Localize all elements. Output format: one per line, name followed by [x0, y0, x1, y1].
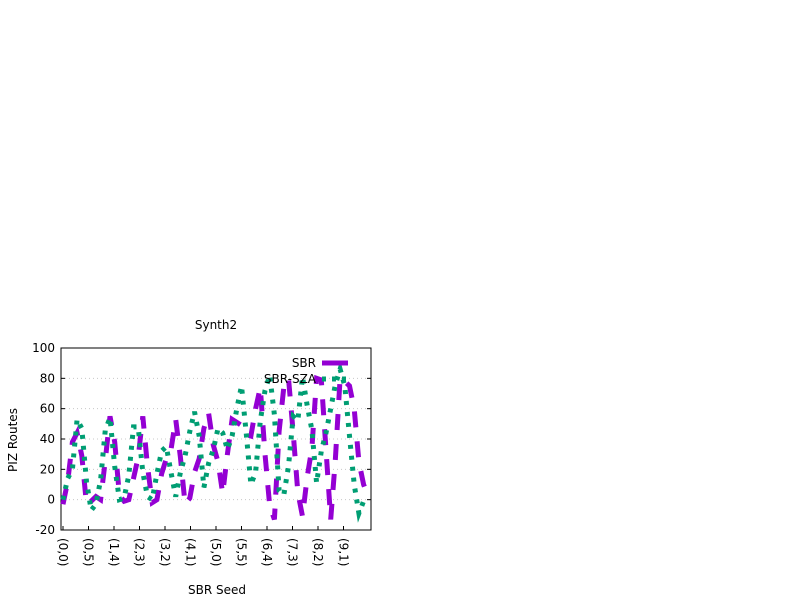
- x-tick-label: (2,3): [133, 538, 147, 566]
- x-tick-label: (3,2): [158, 538, 172, 566]
- y-axis-label: PIZ Routes: [6, 408, 20, 472]
- legend: SBR SBR-SZA: [264, 356, 348, 386]
- x-tick-label: (4,1): [184, 538, 198, 566]
- x-tick-label: (1,4): [107, 538, 121, 566]
- x-tick-label: (6,4): [260, 538, 274, 566]
- y-tick-label: 40: [40, 432, 55, 446]
- legend-label-sbr-sza: SBR-SZA: [264, 372, 317, 386]
- y-tick-label: 0: [47, 493, 55, 507]
- chart-title: Synth2: [195, 318, 237, 332]
- x-tick-label: (8,2): [311, 538, 325, 566]
- legend-label-sbr: SBR: [292, 356, 316, 370]
- y-tick-label: 60: [40, 402, 55, 416]
- series-layer: [60, 360, 371, 523]
- x-tick-label: (5,5): [235, 538, 249, 566]
- series-line-sbr-sza: [60, 360, 370, 523]
- y-tick-label: 100: [32, 341, 55, 355]
- x-tick-label: (0,0): [56, 538, 70, 566]
- x-tick-label: (5,0): [209, 538, 223, 566]
- y-tick-label: 20: [40, 462, 55, 476]
- x-tick-label: (7,3): [286, 538, 300, 566]
- y-tick-label: 80: [40, 371, 55, 385]
- y-tick-label: -20: [35, 523, 55, 537]
- series-line-sbr: [60, 369, 371, 521]
- x-axis-label: SBR Seed: [188, 583, 246, 597]
- y-axis-ticks: -20 0 20 40 60 80 100: [32, 341, 371, 537]
- x-tick-label: (0,5): [82, 538, 96, 566]
- x-axis-ticks: (0,0) (0,5) (1,4) (2,3) (3,2) (4,1) (5,0) (5,5)…: [56, 526, 351, 566]
- x-tick-label: (9,1): [337, 538, 351, 566]
